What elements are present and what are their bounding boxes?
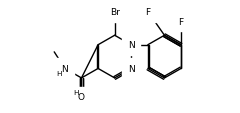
Text: H: H — [73, 89, 78, 95]
Text: N: N — [128, 41, 135, 50]
Text: N: N — [128, 64, 135, 73]
Text: O: O — [78, 93, 85, 101]
Text: H: H — [56, 71, 62, 77]
Text: Br: Br — [110, 8, 120, 17]
Text: F: F — [179, 17, 184, 26]
Text: F: F — [145, 8, 150, 17]
Text: N: N — [61, 64, 68, 73]
